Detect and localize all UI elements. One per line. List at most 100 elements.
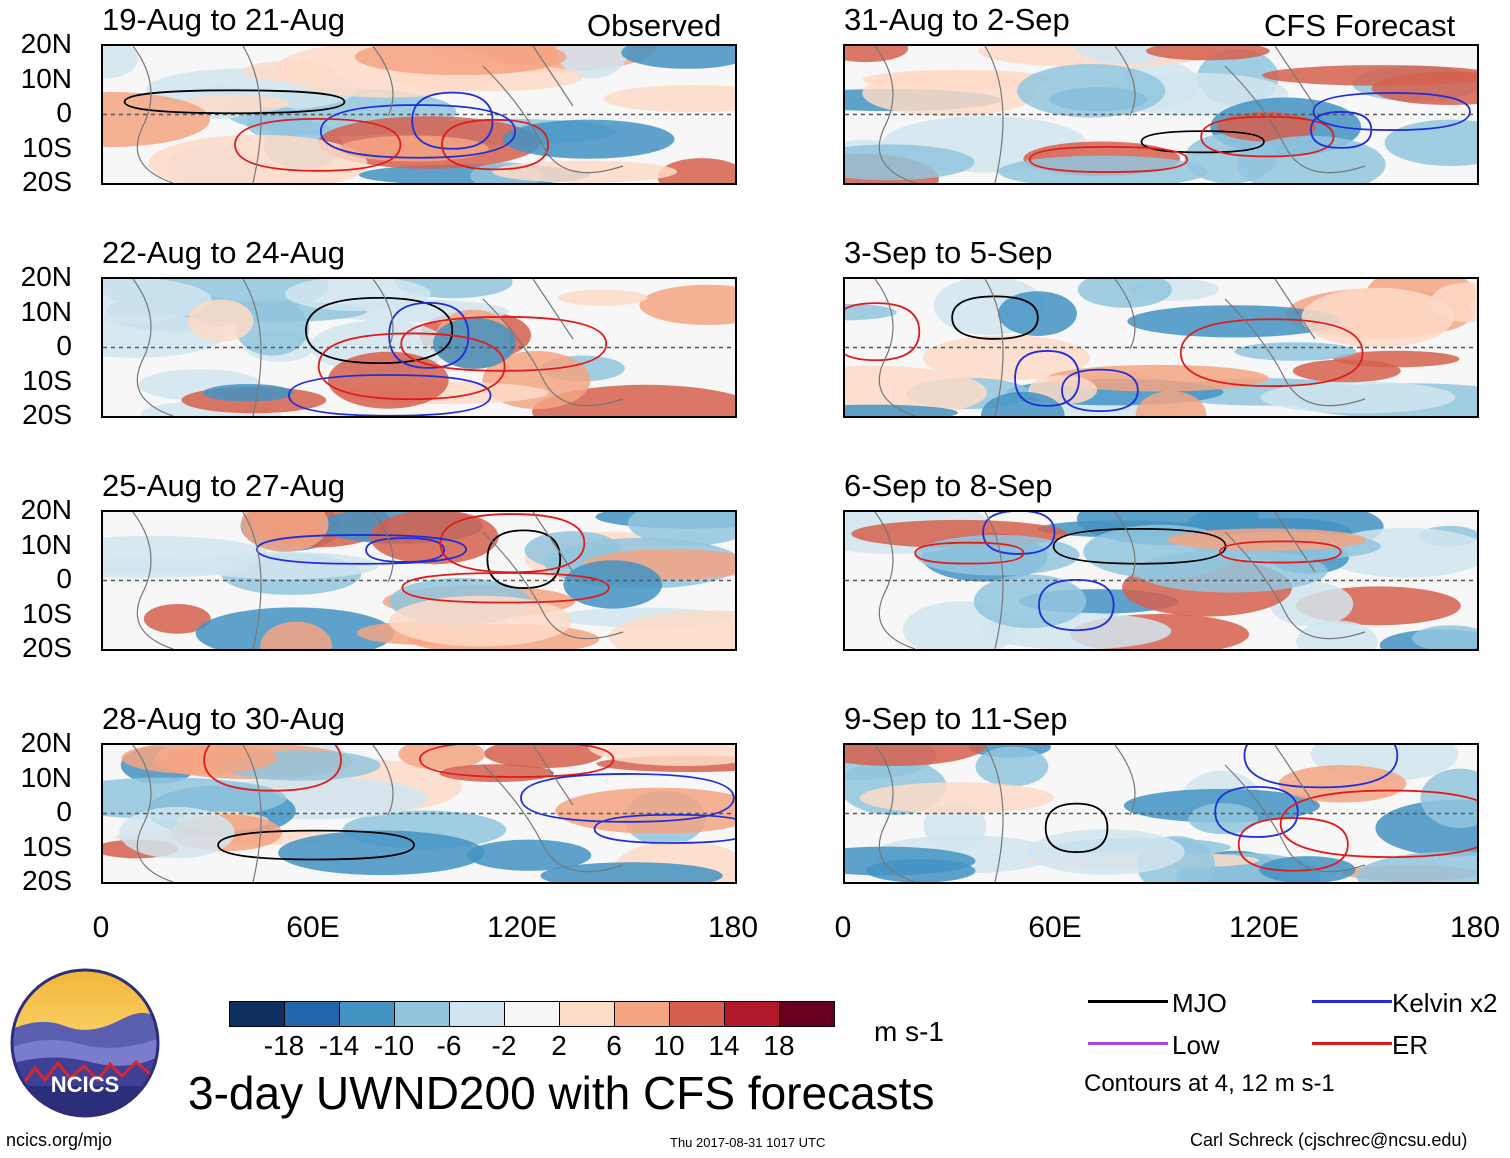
anomaly-shading <box>143 604 211 634</box>
anomaly-shading <box>557 289 648 306</box>
anomaly-shading <box>492 160 677 183</box>
anomaly-shading <box>1292 359 1401 383</box>
anomaly-shading <box>1047 364 1269 392</box>
wave-contour <box>1028 145 1189 173</box>
legend-kelvin-line <box>1312 1000 1392 1003</box>
wave-contour <box>1014 350 1080 407</box>
footer-timestamp: Thu 2017-08-31 1017 UTC <box>670 1135 826 1150</box>
anomaly-shading <box>845 303 897 321</box>
colorbar-label: -18 <box>263 1030 305 1061</box>
anomaly-map <box>103 512 735 649</box>
forecast-tag: CFS Forecast <box>1264 8 1456 43</box>
map-panel-obs-4 <box>101 743 737 884</box>
colorbar-label: 10 <box>653 1030 685 1061</box>
anomaly-shading <box>639 284 735 325</box>
anomaly-shading <box>389 595 573 647</box>
y-tick-label: 20N <box>20 28 72 59</box>
map-panel-fcst-2 <box>843 277 1479 418</box>
anomaly-map <box>845 46 1477 183</box>
anomaly-shading <box>556 46 629 79</box>
y-tick-label: 20N <box>20 261 72 292</box>
x-tick-label: 120E <box>1228 911 1300 944</box>
anomaly-shading <box>284 279 431 311</box>
anomaly-shading <box>1270 582 1354 627</box>
anomaly-shading <box>1412 625 1477 649</box>
x-tick-label: 60E <box>286 911 340 944</box>
anomaly-shading <box>865 859 976 882</box>
anomaly-shading <box>484 745 604 768</box>
wave-contour <box>305 296 454 365</box>
x-tick-label: 0 <box>834 911 852 944</box>
anomaly-shading <box>398 745 485 770</box>
wave-contour <box>400 316 608 372</box>
colorbar-label: -10 <box>373 1030 415 1061</box>
anomaly-shading <box>973 574 1087 629</box>
anomaly-shading <box>1356 851 1477 882</box>
colorbar-units: m s-1 <box>874 1016 944 1047</box>
panel-title: 19-Aug to 21-Aug <box>102 2 346 37</box>
coastline <box>132 46 624 183</box>
anomaly-shading <box>627 512 735 546</box>
panel-title: 28-Aug to 30-Aug <box>102 701 346 736</box>
anomaly-shading <box>922 335 1091 381</box>
x-tick-label: 180 <box>1449 911 1501 944</box>
anomaly-map <box>845 512 1477 649</box>
coastline <box>874 512 1366 649</box>
x-tick-label: 60E <box>1028 911 1082 944</box>
wave-contour <box>401 572 610 604</box>
wave-contour <box>234 117 402 172</box>
wave-contour <box>1061 368 1139 413</box>
anomaly-shading <box>1278 765 1407 803</box>
y-tick-label: 0 <box>56 330 72 361</box>
anomaly-shading <box>180 95 290 113</box>
y-tick-label: 10N <box>20 295 72 327</box>
legend-mjo-label: MJO <box>1172 988 1227 1018</box>
y-tick-label: 0 <box>56 563 72 594</box>
y-tick-label: 10S <box>22 131 72 163</box>
anomaly-shading <box>103 279 212 324</box>
anomaly-map <box>845 745 1477 882</box>
legend-low-label: Low <box>1172 1030 1220 1060</box>
wave-contour <box>1038 578 1115 632</box>
wave-contour <box>319 104 517 159</box>
y-tick-label: 10S <box>22 597 72 629</box>
colorbar-label: -6 <box>436 1030 462 1061</box>
colorbar-label: 18 <box>763 1030 795 1061</box>
coastline <box>874 279 1366 416</box>
map-panel-obs-2 <box>101 277 737 418</box>
panel-title: 25-Aug to 27-Aug <box>102 468 346 503</box>
anomaly-shading <box>859 782 1055 814</box>
anomaly-shading <box>862 69 1056 90</box>
colorbar-swatch <box>339 1001 395 1027</box>
legend-mjo-line <box>1088 1000 1168 1003</box>
panel-title: 22-Aug to 24-Aug <box>102 235 346 270</box>
y-tick-label: 0 <box>56 796 72 827</box>
map-panel-obs-3 <box>101 510 737 651</box>
wave-contour <box>419 745 615 778</box>
wave-contour <box>914 541 1025 565</box>
wave-contour <box>365 537 446 563</box>
y-tick-label: 20S <box>22 632 72 663</box>
wave-contour <box>1237 817 1349 872</box>
anomaly-map <box>103 279 735 416</box>
anomaly-shading <box>203 384 294 402</box>
footer-url[interactable]: ncics.org/mjo <box>6 1130 113 1150</box>
colorbar-label: 6 <box>606 1030 622 1061</box>
legend-er-line <box>1312 1042 1392 1045</box>
wave-contour <box>1312 92 1471 131</box>
anomaly-shading <box>1216 111 1317 142</box>
colorbar-swatch <box>779 1001 835 1027</box>
anomaly-shading <box>235 300 310 356</box>
anomaly-shading <box>119 807 235 859</box>
legend-er-label: ER <box>1392 1030 1429 1060</box>
anomaly-shading <box>121 745 278 775</box>
anomaly-shading <box>502 119 675 159</box>
colorbar-swatch <box>394 1001 450 1027</box>
anomaly-shading <box>845 46 909 63</box>
coastline <box>132 512 624 649</box>
coastline <box>132 745 624 882</box>
x-tick-label: 0 <box>92 911 110 944</box>
anomaly-shading <box>242 61 335 82</box>
colorbar-swatch <box>229 1001 285 1027</box>
y-tick-label: 20N <box>20 727 72 758</box>
